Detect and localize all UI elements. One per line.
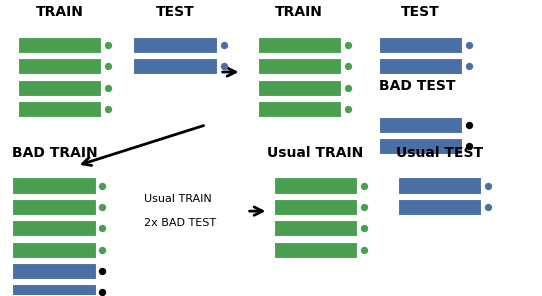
- FancyBboxPatch shape: [12, 178, 96, 194]
- FancyBboxPatch shape: [274, 220, 357, 236]
- Point: [359, 205, 368, 209]
- FancyBboxPatch shape: [257, 58, 341, 74]
- Text: BAD TEST: BAD TEST: [379, 79, 455, 93]
- FancyBboxPatch shape: [379, 138, 462, 154]
- Point: [98, 205, 107, 209]
- FancyBboxPatch shape: [274, 178, 357, 194]
- Point: [483, 205, 492, 209]
- FancyBboxPatch shape: [274, 242, 357, 258]
- FancyBboxPatch shape: [257, 101, 341, 117]
- Text: 2x BAD TEST: 2x BAD TEST: [144, 218, 216, 228]
- FancyBboxPatch shape: [257, 37, 341, 53]
- Point: [464, 123, 473, 127]
- Point: [359, 226, 368, 231]
- FancyBboxPatch shape: [12, 284, 96, 296]
- Point: [483, 183, 492, 188]
- Point: [104, 64, 112, 69]
- Point: [343, 85, 352, 90]
- FancyBboxPatch shape: [17, 58, 101, 74]
- Point: [104, 85, 112, 90]
- Text: TRAIN: TRAIN: [35, 5, 83, 19]
- FancyBboxPatch shape: [12, 263, 96, 279]
- Text: BAD TRAIN: BAD TRAIN: [12, 146, 98, 160]
- Point: [359, 247, 368, 252]
- FancyBboxPatch shape: [257, 80, 341, 96]
- FancyBboxPatch shape: [133, 37, 217, 53]
- Text: Usual TRAIN: Usual TRAIN: [144, 194, 212, 205]
- FancyBboxPatch shape: [12, 199, 96, 215]
- Point: [98, 269, 107, 274]
- FancyBboxPatch shape: [12, 242, 96, 258]
- Text: Usual TRAIN: Usual TRAIN: [267, 146, 364, 160]
- Point: [98, 226, 107, 231]
- Text: TEST: TEST: [156, 5, 195, 19]
- Point: [343, 107, 352, 111]
- Text: Usual TEST: Usual TEST: [396, 146, 483, 160]
- Point: [343, 43, 352, 47]
- FancyBboxPatch shape: [398, 199, 481, 215]
- Point: [104, 43, 112, 47]
- Point: [359, 183, 368, 188]
- Point: [98, 247, 107, 252]
- FancyBboxPatch shape: [379, 117, 462, 133]
- FancyBboxPatch shape: [17, 80, 101, 96]
- FancyBboxPatch shape: [274, 199, 357, 215]
- Point: [219, 43, 228, 47]
- FancyBboxPatch shape: [12, 220, 96, 236]
- Point: [464, 144, 473, 149]
- Text: TEST: TEST: [401, 5, 440, 19]
- FancyBboxPatch shape: [17, 101, 101, 117]
- FancyBboxPatch shape: [133, 58, 217, 74]
- Point: [104, 107, 112, 111]
- Point: [98, 183, 107, 188]
- Point: [464, 64, 473, 69]
- Point: [343, 64, 352, 69]
- Text: TRAIN: TRAIN: [275, 5, 323, 19]
- Point: [464, 43, 473, 47]
- Point: [98, 290, 107, 295]
- FancyBboxPatch shape: [379, 37, 462, 53]
- FancyBboxPatch shape: [17, 37, 101, 53]
- FancyBboxPatch shape: [379, 58, 462, 74]
- Point: [219, 64, 228, 69]
- FancyBboxPatch shape: [398, 178, 481, 194]
